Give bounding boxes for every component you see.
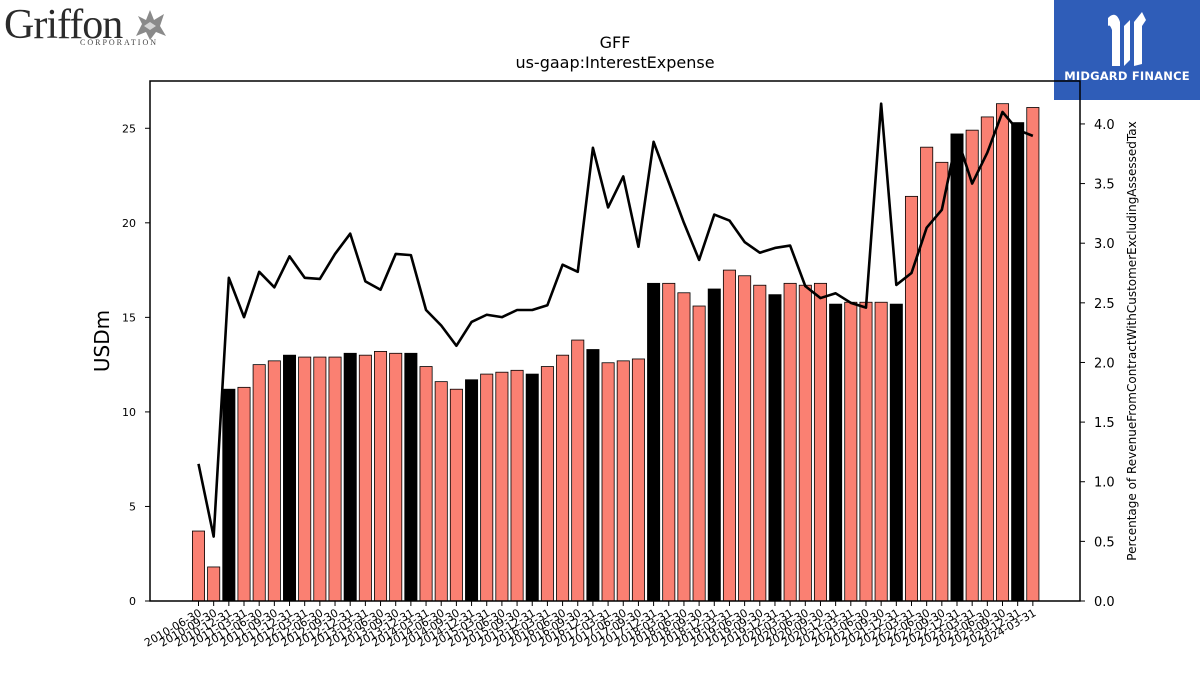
bar-2013-09-30 xyxy=(389,352,403,602)
bar-2022-12-31 xyxy=(950,133,964,602)
right-axis: 0.0 0.5 1.0 1.5 2.0 2.5 3.0 3.5 4.0 xyxy=(1080,118,1115,610)
bar-2014-06-30 xyxy=(434,381,448,602)
bar-2016-03-31 xyxy=(540,366,554,602)
right-axis-label: Percentage of RevenueFromContractWithCus… xyxy=(1125,121,1139,560)
bar-2010-06-30 xyxy=(191,530,205,602)
bar-2012-09-30 xyxy=(328,356,342,602)
line-series xyxy=(197,102,1034,538)
left-tick-label: 10 xyxy=(122,406,136,419)
bar-2024-03-31 xyxy=(1026,107,1040,602)
bar-2023-12-31 xyxy=(1011,122,1025,602)
midgard-finance-logo: MIDGARD FINANCE xyxy=(1054,0,1200,100)
bar-2014-03-31 xyxy=(419,366,433,602)
right-tick-label: 3.5 xyxy=(1094,178,1115,193)
left-tick-label: 25 xyxy=(122,122,136,135)
midgard-finance-wordmark: MIDGARD FINANCE xyxy=(1064,69,1190,83)
bar-2010-09-30 xyxy=(207,566,221,602)
right-tick-label: 2.0 xyxy=(1094,356,1115,371)
bar-2017-12-31 xyxy=(647,282,661,602)
bar-2019-03-31 xyxy=(722,269,736,602)
left-tick-label: 15 xyxy=(122,311,136,324)
bar-2022-09-30 xyxy=(935,161,949,602)
left-tick-label: 20 xyxy=(122,217,136,230)
bar-2021-09-30 xyxy=(874,301,888,602)
bar-2019-06-30 xyxy=(738,275,752,602)
bar-2016-06-30 xyxy=(556,354,570,602)
bar-2016-09-30 xyxy=(571,339,585,602)
bar-2020-12-31 xyxy=(829,303,843,602)
left-axis-label: USDm xyxy=(90,310,114,372)
griffon-logo-subtitle: CORPORATION xyxy=(80,38,159,47)
bar-2010-12-31 xyxy=(222,388,236,602)
bar-2017-06-30 xyxy=(616,360,630,602)
bar-2019-12-31 xyxy=(768,294,782,602)
right-tick-label: 1.0 xyxy=(1094,476,1115,491)
bar-2023-03-31 xyxy=(965,129,979,602)
bar-2023-06-30 xyxy=(980,116,994,602)
chart-subtitle: us-gaap:InterestExpense xyxy=(515,53,714,72)
griffin-emblem-icon xyxy=(136,10,166,40)
bar-2021-03-31 xyxy=(844,301,858,602)
bar-2022-06-30 xyxy=(920,146,934,602)
bar-2014-09-30 xyxy=(449,388,463,602)
bar-2013-12-31 xyxy=(404,352,418,602)
bar-2020-03-31 xyxy=(783,282,797,602)
left-tick-label: 5 xyxy=(129,500,136,513)
bar-2015-12-31 xyxy=(525,373,539,602)
right-tick-label: 4.0 xyxy=(1094,118,1115,133)
bar-2017-03-31 xyxy=(601,362,615,602)
x-axis: 2010-06-302010-09-302010-12-312011-03-31… xyxy=(142,601,1038,650)
bar-2011-06-30 xyxy=(252,364,266,602)
right-tick-label: 0.0 xyxy=(1094,595,1115,610)
right-tick-label: 1.5 xyxy=(1094,416,1115,431)
bar-2017-09-30 xyxy=(631,358,645,602)
ratio-line xyxy=(197,102,1034,538)
bar-2012-03-31 xyxy=(298,356,312,602)
bar-2015-06-30 xyxy=(495,371,509,602)
bar-2020-06-30 xyxy=(798,284,812,602)
bar-2023-09-30 xyxy=(996,103,1010,602)
bar-2016-12-31 xyxy=(586,349,600,602)
midgard-emblem-icon xyxy=(1108,12,1146,67)
bar-2018-03-31 xyxy=(662,282,676,602)
bar-2011-09-30 xyxy=(267,360,281,602)
bar-2012-12-31 xyxy=(343,352,357,602)
bar-2013-03-31 xyxy=(358,354,372,602)
bar-series xyxy=(191,103,1040,602)
bar-2015-03-31 xyxy=(480,373,494,602)
griffon-logo-wordmark: Griffon xyxy=(4,2,123,48)
right-tick-label: 0.5 xyxy=(1094,535,1115,550)
bar-2019-09-30 xyxy=(753,284,767,602)
right-tick-label: 3.0 xyxy=(1094,237,1115,252)
bar-2021-12-31 xyxy=(889,303,903,602)
left-axis: 0 5 10 15 20 25 xyxy=(122,122,150,608)
griffon-logo: Griffon CORPORATION xyxy=(4,2,174,50)
bar-2012-06-30 xyxy=(313,356,327,602)
chart-title: GFF xyxy=(600,33,631,52)
bar-2015-09-30 xyxy=(510,369,524,602)
plot-frame xyxy=(149,80,1081,602)
bar-2021-06-30 xyxy=(859,301,873,602)
right-tick-label: 2.5 xyxy=(1094,297,1115,312)
bar-2013-06-30 xyxy=(374,350,388,602)
bar-2018-09-30 xyxy=(692,305,706,602)
bar-2011-03-31 xyxy=(237,386,251,602)
bar-2020-09-30 xyxy=(813,282,827,602)
bar-2018-12-31 xyxy=(707,288,721,602)
left-tick-label: 0 xyxy=(129,595,136,608)
bar-2018-06-30 xyxy=(677,292,691,602)
bar-2014-12-31 xyxy=(465,379,479,602)
bar-2011-12-31 xyxy=(283,354,297,602)
